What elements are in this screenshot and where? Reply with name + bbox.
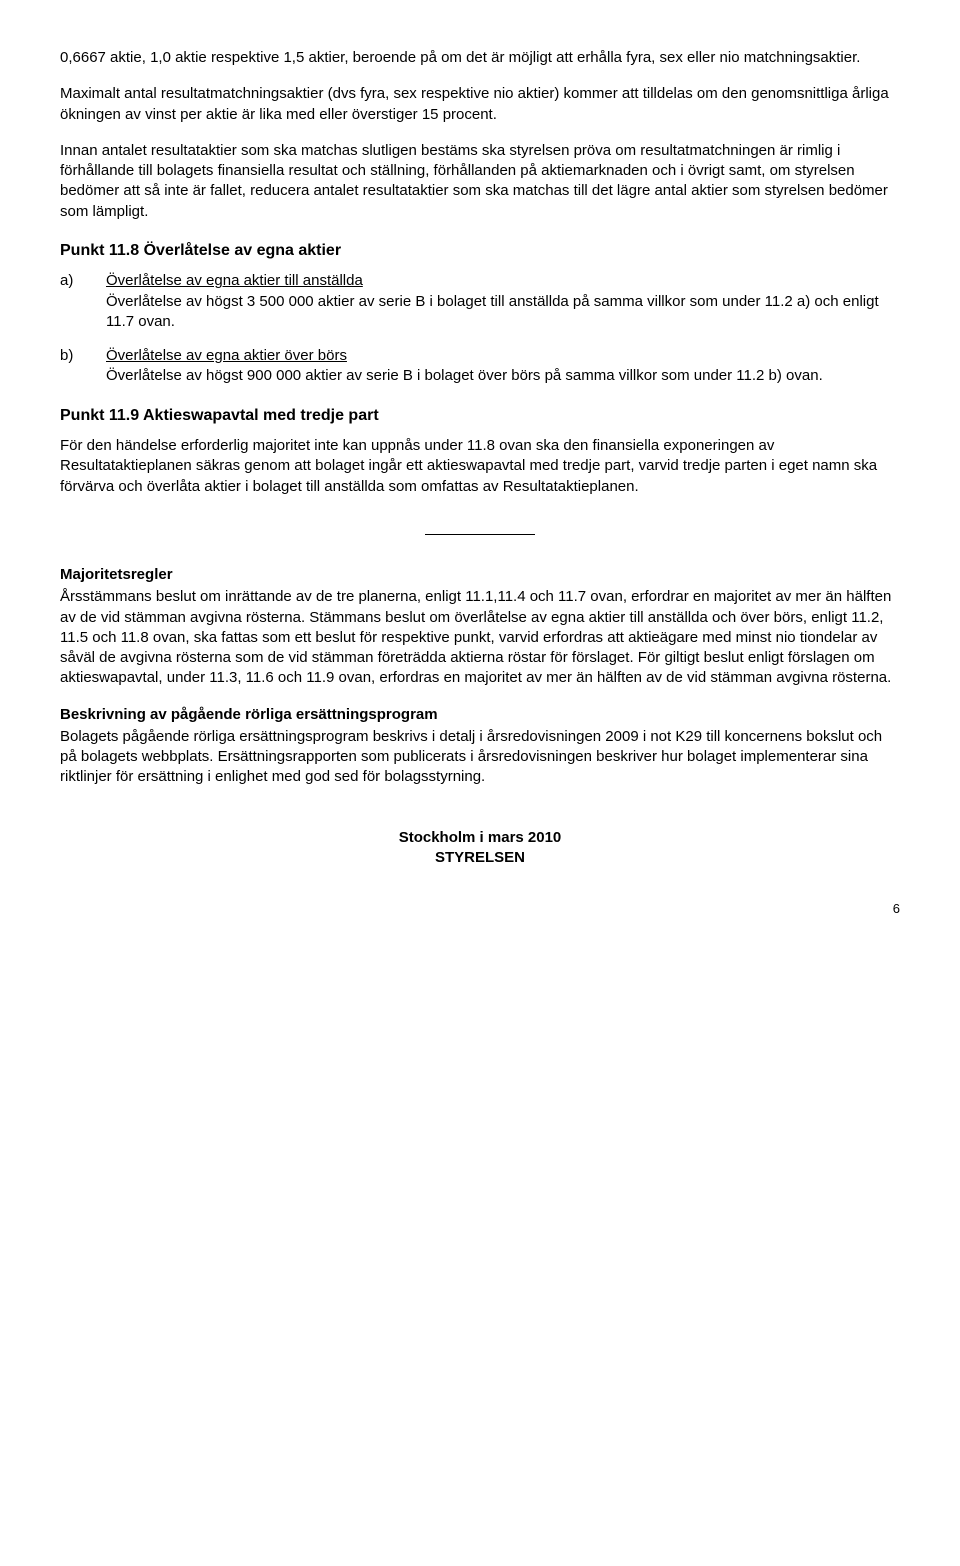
footer-block: Stockholm i mars 2010 STYRELSEN	[60, 828, 900, 869]
list-body-a: Överlåtelse av egna aktier till anställd…	[106, 271, 900, 332]
divider-line	[425, 534, 535, 535]
list-text-a: Överlåtelse av högst 3 500 000 aktier av…	[106, 293, 879, 330]
heading-majoritetsregler: Majoritetsregler	[60, 565, 900, 585]
intro-paragraph-3: Innan antalet resultataktier som ska mat…	[60, 141, 900, 222]
heading-beskrivning: Beskrivning av pågående rörliga ersättni…	[60, 705, 900, 725]
intro-paragraph-1: 0,6667 aktie, 1,0 aktie respektive 1,5 a…	[60, 48, 900, 68]
list-item-b: b) Överlåtelse av egna aktier över börs …	[60, 346, 900, 387]
section-divider	[60, 521, 900, 541]
list-title-b: Överlåtelse av egna aktier över börs	[106, 347, 347, 364]
list-marker-a: a)	[60, 271, 106, 332]
footer-location-date: Stockholm i mars 2010	[60, 828, 900, 848]
heading-11-9: Punkt 11.9 Aktieswapavtal med tredje par…	[60, 405, 900, 427]
list-title-a: Överlåtelse av egna aktier till anställd…	[106, 272, 363, 289]
heading-11-8: Punkt 11.8 Överlåtelse av egna aktier	[60, 240, 900, 262]
list-item-a: a) Överlåtelse av egna aktier till anstä…	[60, 271, 900, 332]
page-number: 6	[60, 900, 900, 918]
paragraph-beskrivning: Bolagets pågående rörliga ersättningspro…	[60, 727, 900, 788]
paragraph-majoritetsregler: Årsstämmans beslut om inrättande av de t…	[60, 587, 900, 688]
paragraph-11-9: För den händelse erforderlig majoritet i…	[60, 436, 900, 497]
intro-paragraph-2: Maximalt antal resultatmatchningsaktier …	[60, 84, 900, 125]
list-body-b: Överlåtelse av egna aktier över börs Öve…	[106, 346, 900, 387]
list-marker-b: b)	[60, 346, 106, 387]
footer-styrelsen: STYRELSEN	[60, 848, 900, 868]
list-text-b: Överlåtelse av högst 900 000 aktier av s…	[106, 367, 823, 384]
